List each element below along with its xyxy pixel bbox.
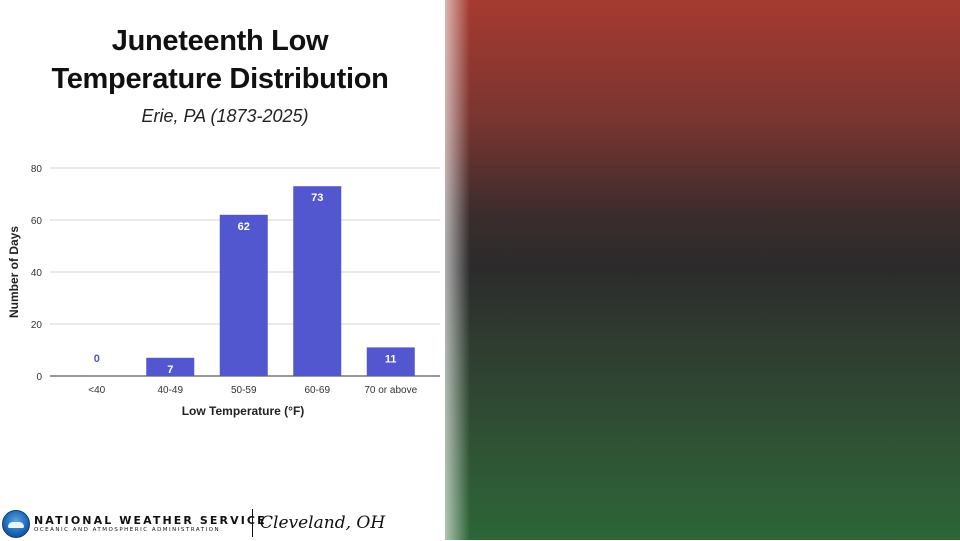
x-tick-label: 70 or above xyxy=(364,385,417,396)
x-tick-label: 50-59 xyxy=(231,385,257,396)
bar xyxy=(219,214,268,376)
data-label: 7 xyxy=(167,364,173,376)
footer: NATIONAL WEATHER SERVICE OCEANIC AND ATM… xyxy=(0,505,440,541)
data-label: 11 xyxy=(385,353,397,365)
office-name: Cleveland, OH xyxy=(260,513,386,533)
x-axis-label: Low Temperature (°F) xyxy=(182,404,305,418)
chart-subtitle: Erie, PA (1873-2025) xyxy=(141,106,309,126)
y-tick-label: 40 xyxy=(31,268,43,279)
bar xyxy=(293,186,342,376)
bar-chart: 0 20 40 60 80 0 <40 7 40-49 62 50-59 73 60-69 11 70 or… xyxy=(7,164,440,418)
y-tick-label: 80 xyxy=(31,164,43,175)
bar xyxy=(146,357,195,376)
background-gradient xyxy=(445,0,960,540)
y-tick-label: 20 xyxy=(31,320,43,331)
y-axis-label: Number of Days xyxy=(7,226,21,318)
noaa-logo-icon xyxy=(2,510,30,538)
bar xyxy=(366,347,415,376)
x-tick-label: <40 xyxy=(88,385,105,396)
title-line-2: Temperature Distribution xyxy=(51,63,389,95)
x-tick-label: 60-69 xyxy=(304,385,330,396)
chart-title: Juneteenth Low Temperature Distribution xyxy=(0,22,440,98)
background-fade xyxy=(430,0,470,540)
org-name: NATIONAL WEATHER SERVICE xyxy=(34,514,267,527)
data-label: 0 xyxy=(94,353,100,365)
y-tick-label: 60 xyxy=(31,216,43,227)
x-tick-label: 40-49 xyxy=(157,385,183,396)
data-label: 62 xyxy=(238,221,250,233)
data-label: 73 xyxy=(311,192,323,204)
title-line-1: Juneteenth Low xyxy=(111,25,329,57)
org-subtitle: OCEANIC AND ATMOSPHERIC ADMINISTRATION xyxy=(34,527,221,533)
y-tick-label: 0 xyxy=(36,372,42,383)
footer-divider xyxy=(252,509,253,537)
